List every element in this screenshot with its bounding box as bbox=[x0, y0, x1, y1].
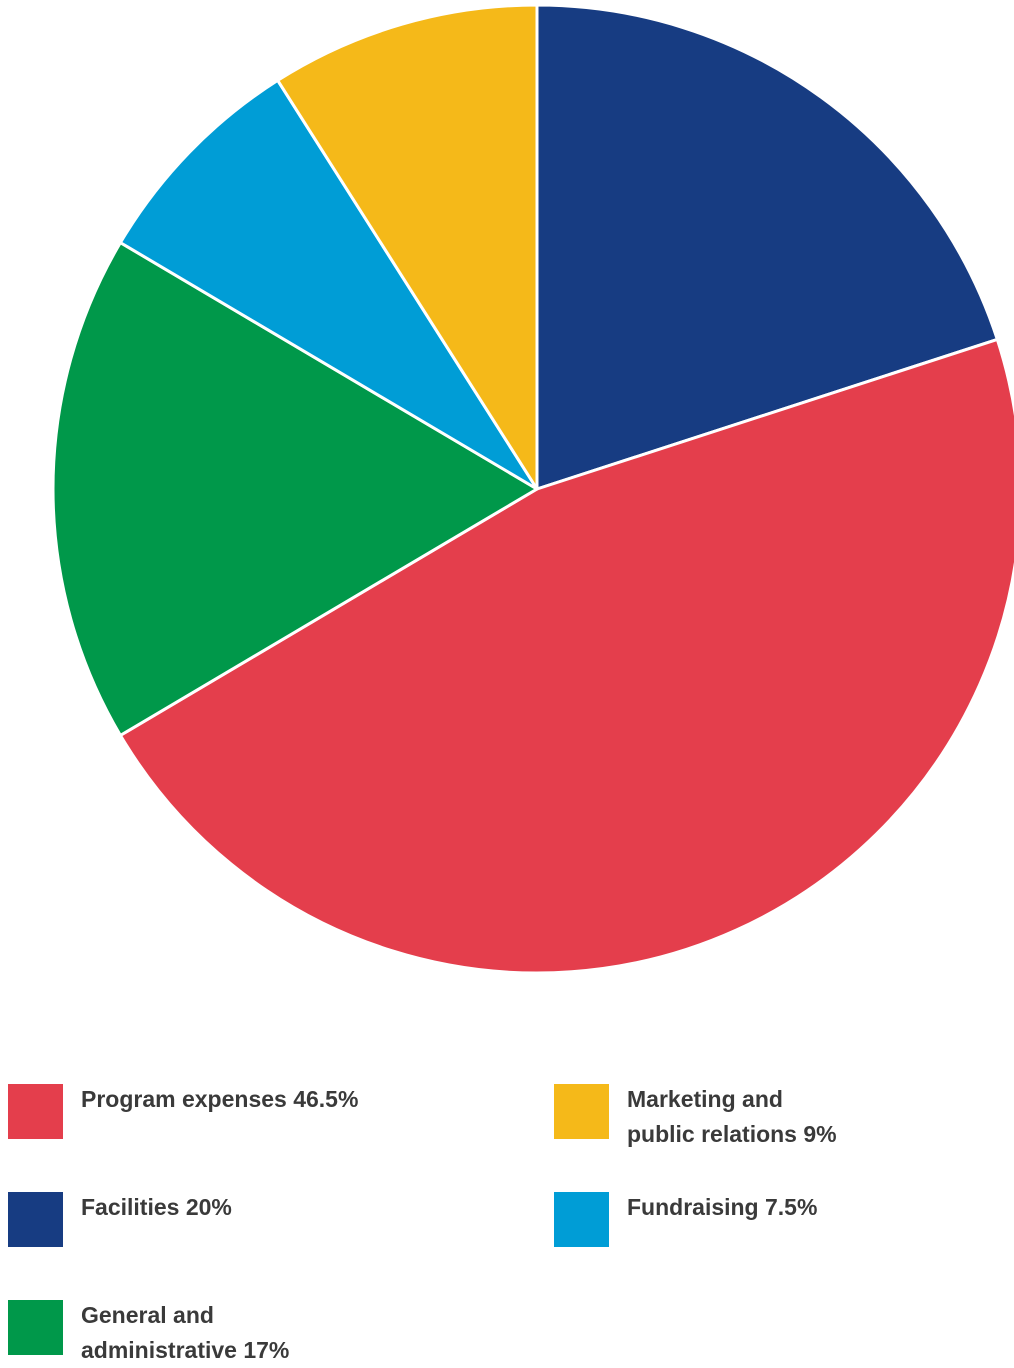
pie-slice-program-expenses bbox=[118, 337, 1014, 975]
legend-swatch-fundraising bbox=[554, 1192, 609, 1247]
legend-swatch-marketing-and-public-relations bbox=[554, 1084, 609, 1139]
pie-chart bbox=[51, 3, 1014, 975]
pie-slice-fundraising bbox=[118, 78, 539, 491]
legend-item-general-and-administrative: General and administrative 17% bbox=[8, 1300, 289, 1368]
legend-swatch-general-and-administrative bbox=[8, 1300, 63, 1355]
legend-item-marketing-and-public-relations: Marketing and public relations 9% bbox=[554, 1084, 837, 1152]
legend-item-program-expenses: Program expenses 46.5% bbox=[8, 1084, 358, 1139]
legend-label-general-and-administrative: General and administrative 17% bbox=[81, 1302, 290, 1363]
legend-label-facilities: Facilities 20% bbox=[81, 1194, 232, 1220]
pie-slice-facilities bbox=[535, 3, 999, 491]
legend-swatch-program-expenses bbox=[8, 1084, 63, 1139]
legend-label-fundraising: Fundraising 7.5% bbox=[627, 1194, 818, 1220]
legend-label-marketing-and-public-relations: Marketing and public relations 9% bbox=[627, 1086, 837, 1147]
pie-slice-general-and-administrative bbox=[51, 241, 539, 737]
legend-swatch-facilities bbox=[8, 1192, 63, 1247]
legend-item-fundraising: Fundraising 7.5% bbox=[554, 1192, 817, 1247]
pie-slice-marketing-and-public-relations bbox=[276, 3, 539, 491]
legend-label-program-expenses: Program expenses 46.5% bbox=[81, 1086, 359, 1112]
legend-item-facilities: Facilities 20% bbox=[8, 1192, 232, 1247]
